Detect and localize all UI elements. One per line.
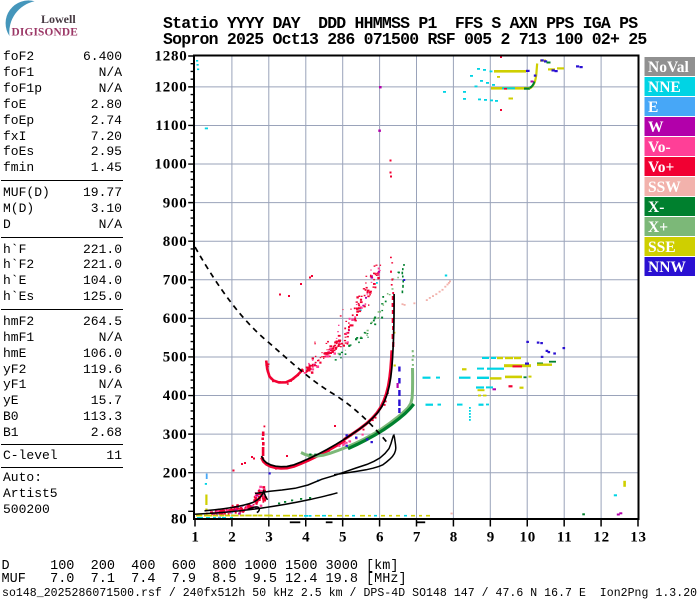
svg-text:Vo-: Vo- (648, 139, 671, 156)
svg-text:1: 1 (191, 530, 199, 546)
svg-text:NNE: NNE (648, 79, 681, 96)
svg-text:X-: X- (648, 199, 664, 216)
svg-text:SSW: SSW (648, 179, 681, 196)
svg-text:11: 11 (557, 530, 573, 546)
svg-text:E: E (648, 99, 658, 116)
svg-text:900: 900 (163, 195, 188, 211)
svg-text:SSE: SSE (648, 239, 676, 256)
svg-text:Lowell: Lowell (41, 12, 76, 26)
svg-text:6: 6 (376, 530, 384, 546)
svg-text:3: 3 (265, 530, 273, 546)
svg-text:9: 9 (487, 530, 495, 546)
svg-text:12: 12 (593, 530, 610, 546)
svg-text:300: 300 (163, 427, 188, 443)
svg-text:500: 500 (163, 350, 188, 366)
svg-text:DIGISONDE: DIGISONDE (12, 27, 78, 39)
svg-text:1000: 1000 (155, 157, 188, 173)
svg-text:400: 400 (163, 388, 188, 404)
svg-text:10: 10 (520, 530, 537, 546)
svg-text:13: 13 (630, 530, 647, 546)
svg-text:2: 2 (228, 530, 236, 546)
svg-text:1100: 1100 (155, 118, 187, 134)
svg-text:1280: 1280 (155, 49, 188, 65)
svg-text:W: W (648, 119, 664, 136)
svg-text:NNW: NNW (648, 259, 686, 276)
svg-text:600: 600 (163, 311, 188, 327)
svg-text:700: 700 (163, 272, 188, 288)
svg-text:7: 7 (413, 530, 421, 546)
svg-text:8: 8 (450, 530, 458, 546)
svg-text:80: 80 (171, 512, 188, 528)
svg-text:X+: X+ (648, 219, 668, 236)
svg-text:5: 5 (339, 530, 347, 546)
svg-text:4: 4 (302, 530, 310, 546)
svg-text:1200: 1200 (155, 80, 188, 96)
svg-text:800: 800 (163, 234, 188, 250)
svg-text:200: 200 (163, 465, 188, 481)
svg-text:Vo+: Vo+ (648, 159, 675, 176)
svg-text:NoVal: NoVal (648, 59, 689, 76)
